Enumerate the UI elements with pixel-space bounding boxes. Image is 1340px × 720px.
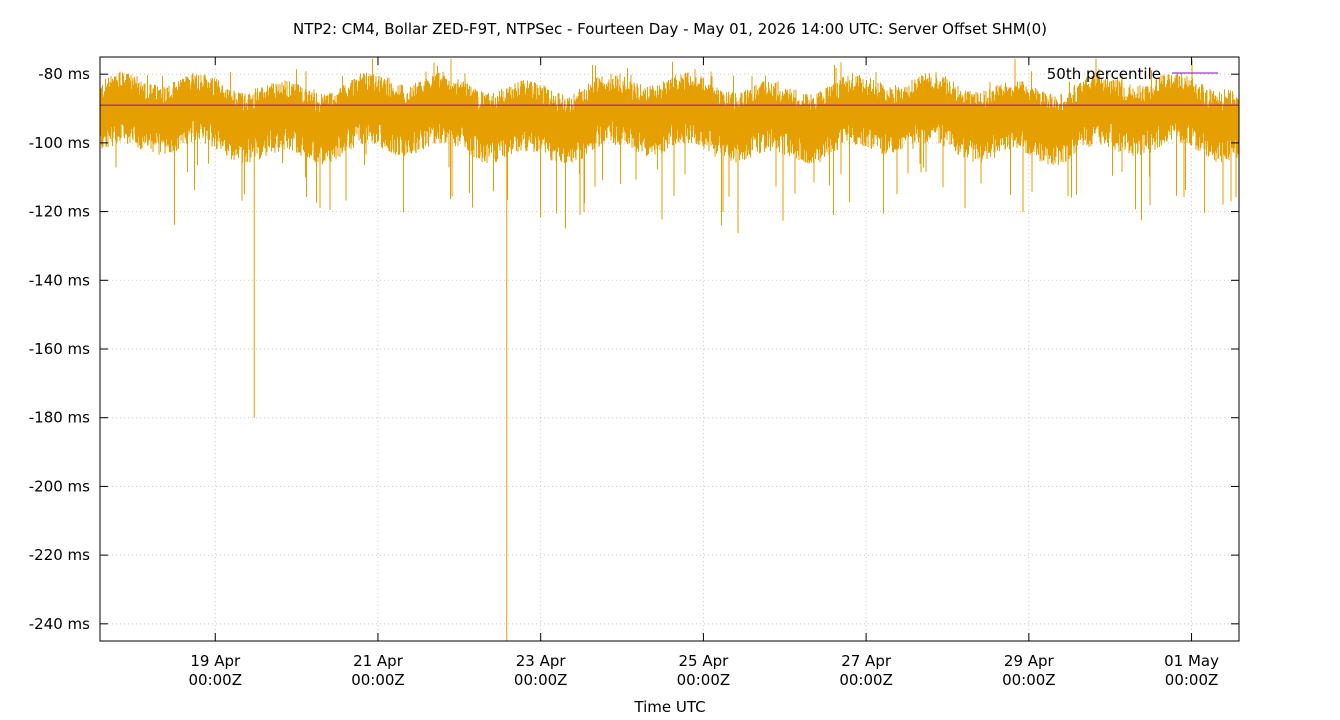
offset-band [100, 58, 1239, 234]
x-tick-label-date: 19 Apr [190, 652, 241, 670]
x-axis-title: Time UTC [633, 698, 705, 716]
x-tick-label-time: 00:00Z [514, 671, 568, 689]
x-tick-label-date: 23 Apr [516, 652, 567, 670]
y-tick-label: -220 ms [29, 546, 90, 564]
y-tick-label: -160 ms [29, 340, 90, 358]
legend-label-50th-percentile: 50th percentile [1047, 65, 1161, 83]
x-tick-label-time: 00:00Z [188, 671, 242, 689]
x-tick-label-date: 29 Apr [1004, 652, 1055, 670]
x-tick-label-time: 00:00Z [351, 671, 405, 689]
x-tick-label-time: 00:00Z [1002, 671, 1056, 689]
x-tick-label-date: 25 Apr [678, 652, 729, 670]
y-tick-label: -120 ms [29, 203, 90, 221]
y-tick-label: -180 ms [29, 409, 90, 427]
y-axis-labels: -80 ms -100 ms -120 ms -140 ms -160 ms -180 m… [29, 65, 90, 633]
x-tick-label-time: 00:00Z [839, 671, 893, 689]
tick-layer [100, 57, 1239, 641]
x-tick-label-time: 00:00Z [1165, 671, 1219, 689]
y-tick-label: -240 ms [29, 615, 90, 633]
chart-title: NTP2: CM4, Bollar ZED-F9T, NTPSec - Four… [293, 20, 1047, 38]
y-tick-label: -200 ms [29, 477, 90, 495]
x-tick-label-date: 27 Apr [841, 652, 892, 670]
legend: 50th percentile [1047, 65, 1218, 83]
x-tick-label-date: 21 Apr [353, 652, 404, 670]
x-tick-label-date: 01 May [1164, 652, 1219, 670]
offset-series [100, 58, 1239, 641]
y-tick-label: -100 ms [29, 134, 90, 152]
grid-layer [100, 57, 1239, 641]
x-tick-label-time: 00:00Z [677, 671, 731, 689]
y-tick-label: -140 ms [29, 271, 90, 289]
y-tick-label: -80 ms [38, 65, 90, 83]
